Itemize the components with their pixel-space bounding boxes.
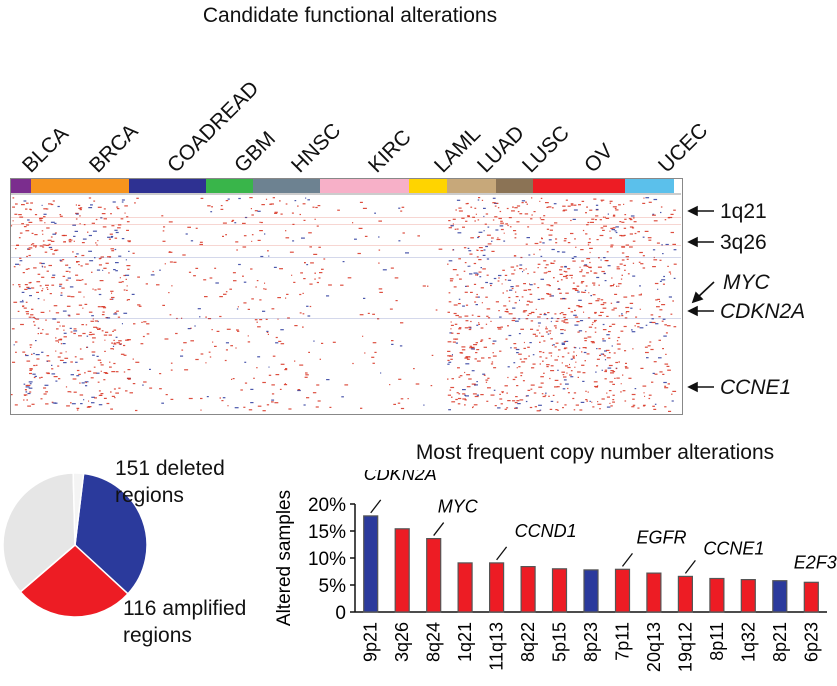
bar (457, 562, 473, 613)
bar (426, 537, 442, 613)
y-tick-label: 20% (308, 495, 346, 516)
x-tick-label: 8p21 (770, 622, 790, 662)
x-tick-label: 20q13 (644, 622, 664, 672)
cohort-band (129, 179, 206, 193)
x-tick-label: 8q24 (424, 622, 444, 662)
x-tick-label: 19q12 (675, 622, 695, 672)
x-tick-label: 1q21 (455, 622, 475, 662)
cohort-band (409, 179, 447, 193)
cohort-label: GBM (230, 127, 281, 178)
bar (363, 515, 379, 613)
y-tick-label: 15% (308, 522, 346, 543)
cohort-band (31, 179, 129, 193)
pie-slice (72, 472, 85, 546)
bar (772, 580, 788, 613)
pie-slice (74, 472, 148, 595)
bar (614, 568, 631, 613)
heatmap-cells (11, 197, 681, 412)
x-tick-label: 1q32 (738, 622, 758, 662)
bar (677, 575, 693, 613)
bar (489, 562, 505, 613)
heatmap-canvas (11, 179, 681, 412)
heatmap (10, 178, 683, 415)
gene-annotation: CCNE1 (703, 538, 764, 558)
cohort-label: HNSC (287, 118, 346, 178)
annotation-cdkn2a: CDKN2A (720, 300, 806, 323)
gene-annotation: CCND1 (515, 521, 577, 541)
annotation-leader (496, 546, 508, 561)
bar (583, 569, 599, 613)
bar-chart-title: Most frequent copy number alterations (415, 441, 775, 464)
pie-slice (2, 472, 76, 593)
cohort-label: LAML (430, 122, 486, 178)
bar (646, 572, 662, 613)
annotation-myc: MYC (723, 271, 770, 294)
x-tick-label: 8p23 (581, 622, 601, 662)
annotation-leader (433, 522, 445, 536)
gene-annotation: MYC (438, 497, 479, 517)
pie-label-deleted: 151 deleted regions (115, 457, 225, 507)
pie-slice (19, 543, 129, 618)
bar (803, 581, 819, 613)
y-tick-label: 5% (319, 576, 347, 597)
bar (709, 577, 725, 613)
pie-chart (2, 472, 148, 618)
annotation-leader (621, 552, 633, 567)
annotation-3q26: 3q26 (720, 231, 767, 254)
cohort-band (496, 179, 533, 193)
annotation-ccne1: CCNE1 (720, 376, 792, 399)
cohort-band (320, 179, 409, 193)
annotation-leader (370, 499, 382, 514)
cohort-band (11, 179, 31, 193)
y-tick-label: 10% (308, 549, 346, 570)
cohort-label: BLCA (18, 122, 74, 178)
cohort-label: LUAD (473, 121, 529, 178)
y-axis-label: Altered samples (274, 490, 295, 626)
x-tick-label: 8p11 (707, 622, 727, 661)
bar (394, 528, 410, 613)
gene-annotation: EGFR (637, 527, 687, 547)
bar (520, 565, 536, 613)
x-tick-label: 5p15 (550, 622, 570, 662)
cohort-label: BRCA (85, 119, 143, 178)
cohort-band (206, 179, 253, 193)
cohort-band (625, 179, 674, 193)
cohort-label: OV (580, 139, 618, 178)
cohort-band (253, 179, 320, 193)
annotation-arrows (687, 205, 715, 393)
x-tick-label: 7p11 (613, 622, 633, 661)
annotation-1q21: 1q21 (720, 200, 767, 223)
x-tick-label: 3q26 (392, 622, 412, 662)
x-tick-label: 11q13 (487, 622, 507, 671)
cohort-label: KIRC (364, 125, 416, 178)
x-tick-label: 6p23 (801, 622, 821, 662)
cohort-label: UCEC (654, 118, 713, 178)
gene-annotation: CDKN2A (364, 470, 437, 484)
gene-annotation: E2F3 (794, 552, 837, 572)
annotation-leader (684, 559, 696, 574)
bar (551, 568, 568, 613)
bar-chart: Altered samples 0 5% 10% 15% 20% 9p21 3q26 8q24 1… (274, 470, 837, 672)
bar (740, 578, 756, 613)
y-tick-label: 0 (335, 603, 346, 624)
cohort-band (447, 179, 496, 193)
pie-label-amplified: 116 amplified regions (123, 597, 247, 647)
cohort-label: LUSC (518, 121, 574, 178)
x-tick-label: 9p21 (361, 622, 381, 662)
x-tick-label: 8q22 (518, 622, 538, 662)
heatmap-title: Candidate functional alterations (202, 4, 498, 27)
cohort-band (533, 179, 625, 193)
